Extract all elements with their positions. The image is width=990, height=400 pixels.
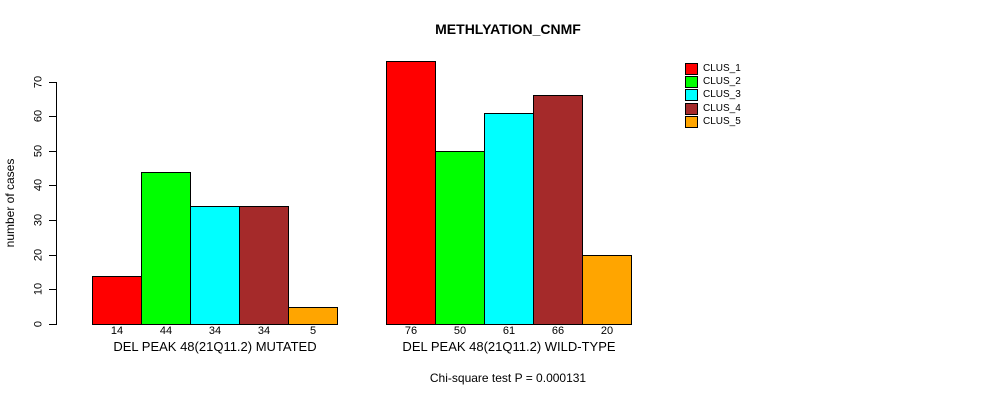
legend-label-clus_5: CLUS_5 bbox=[703, 115, 741, 127]
legend-label-clus_4: CLUS_4 bbox=[703, 102, 741, 114]
y-axis-tick-label: 20 bbox=[32, 248, 45, 261]
bar-clus_3-group2 bbox=[484, 112, 534, 325]
group-label: DEL PEAK 48(21Q11.2) MUTATED bbox=[113, 339, 317, 354]
y-axis-tick bbox=[49, 289, 56, 291]
bar-clus_2-group1 bbox=[141, 171, 191, 325]
bar-value-label: 66 bbox=[551, 325, 565, 337]
y-axis-tick-label: 10 bbox=[32, 283, 45, 296]
bar-clus_5-group2 bbox=[582, 254, 632, 325]
y-axis-tick-label: 30 bbox=[32, 213, 45, 227]
legend-swatch-clus_3 bbox=[685, 89, 698, 102]
y-axis-tick-label: 70 bbox=[32, 75, 45, 88]
y-axis-tick-label: 0 bbox=[32, 320, 45, 328]
bar-clus_5-group1 bbox=[288, 306, 338, 325]
y-axis-tick bbox=[49, 116, 56, 118]
legend-swatch-clus_4 bbox=[685, 102, 698, 115]
legend-swatch-clus_5 bbox=[685, 115, 698, 128]
legend-label-clus_2: CLUS_2 bbox=[703, 76, 741, 88]
legend-label-clus_3: CLUS_3 bbox=[703, 89, 741, 101]
y-axis-tick-label: 50 bbox=[32, 144, 45, 157]
bar-clus_3-group1 bbox=[190, 206, 240, 325]
y-axis-tick bbox=[49, 150, 56, 152]
legend-swatch-clus_2 bbox=[685, 76, 698, 89]
bar-clus_1-group2 bbox=[386, 60, 436, 325]
chart-title: METHLYATION_CNMF bbox=[435, 21, 581, 37]
y-axis-tick bbox=[49, 81, 56, 83]
y-axis-line bbox=[56, 81, 57, 325]
bar-value-label: 44 bbox=[159, 325, 173, 337]
bar-clus_4-group2 bbox=[533, 95, 583, 325]
y-axis-tick bbox=[49, 254, 56, 256]
bar-clus_2-group2 bbox=[435, 150, 485, 325]
bar-value-label: 76 bbox=[404, 325, 418, 337]
y-axis-tick-label: 40 bbox=[32, 179, 45, 192]
y-axis-tick-label: 60 bbox=[32, 109, 45, 123]
y-axis-label: number of cases bbox=[3, 158, 17, 248]
bar-value-label: 34 bbox=[208, 325, 222, 337]
group-label: DEL PEAK 48(21Q11.2) WILD-TYPE bbox=[402, 339, 616, 354]
bar-value-label: 14 bbox=[110, 325, 124, 337]
legend-label-clus_1: CLUS_1 bbox=[703, 63, 741, 74]
bar-value-label: 5 bbox=[309, 325, 317, 337]
y-axis-tick bbox=[49, 220, 56, 222]
y-axis-tick bbox=[49, 185, 56, 187]
y-axis-tick bbox=[49, 324, 56, 325]
bar-value-label: 20 bbox=[600, 325, 614, 337]
bar-value-label: 50 bbox=[453, 325, 467, 337]
legend-swatch-clus_1 bbox=[685, 63, 698, 75]
bar-clus_4-group1 bbox=[239, 206, 289, 325]
bar-value-label: 34 bbox=[257, 325, 271, 337]
chi-square-note: Chi-square test P = 0.000131 bbox=[429, 371, 587, 385]
bar-value-label: 61 bbox=[502, 325, 516, 337]
bar-clus_1-group1 bbox=[92, 275, 142, 325]
